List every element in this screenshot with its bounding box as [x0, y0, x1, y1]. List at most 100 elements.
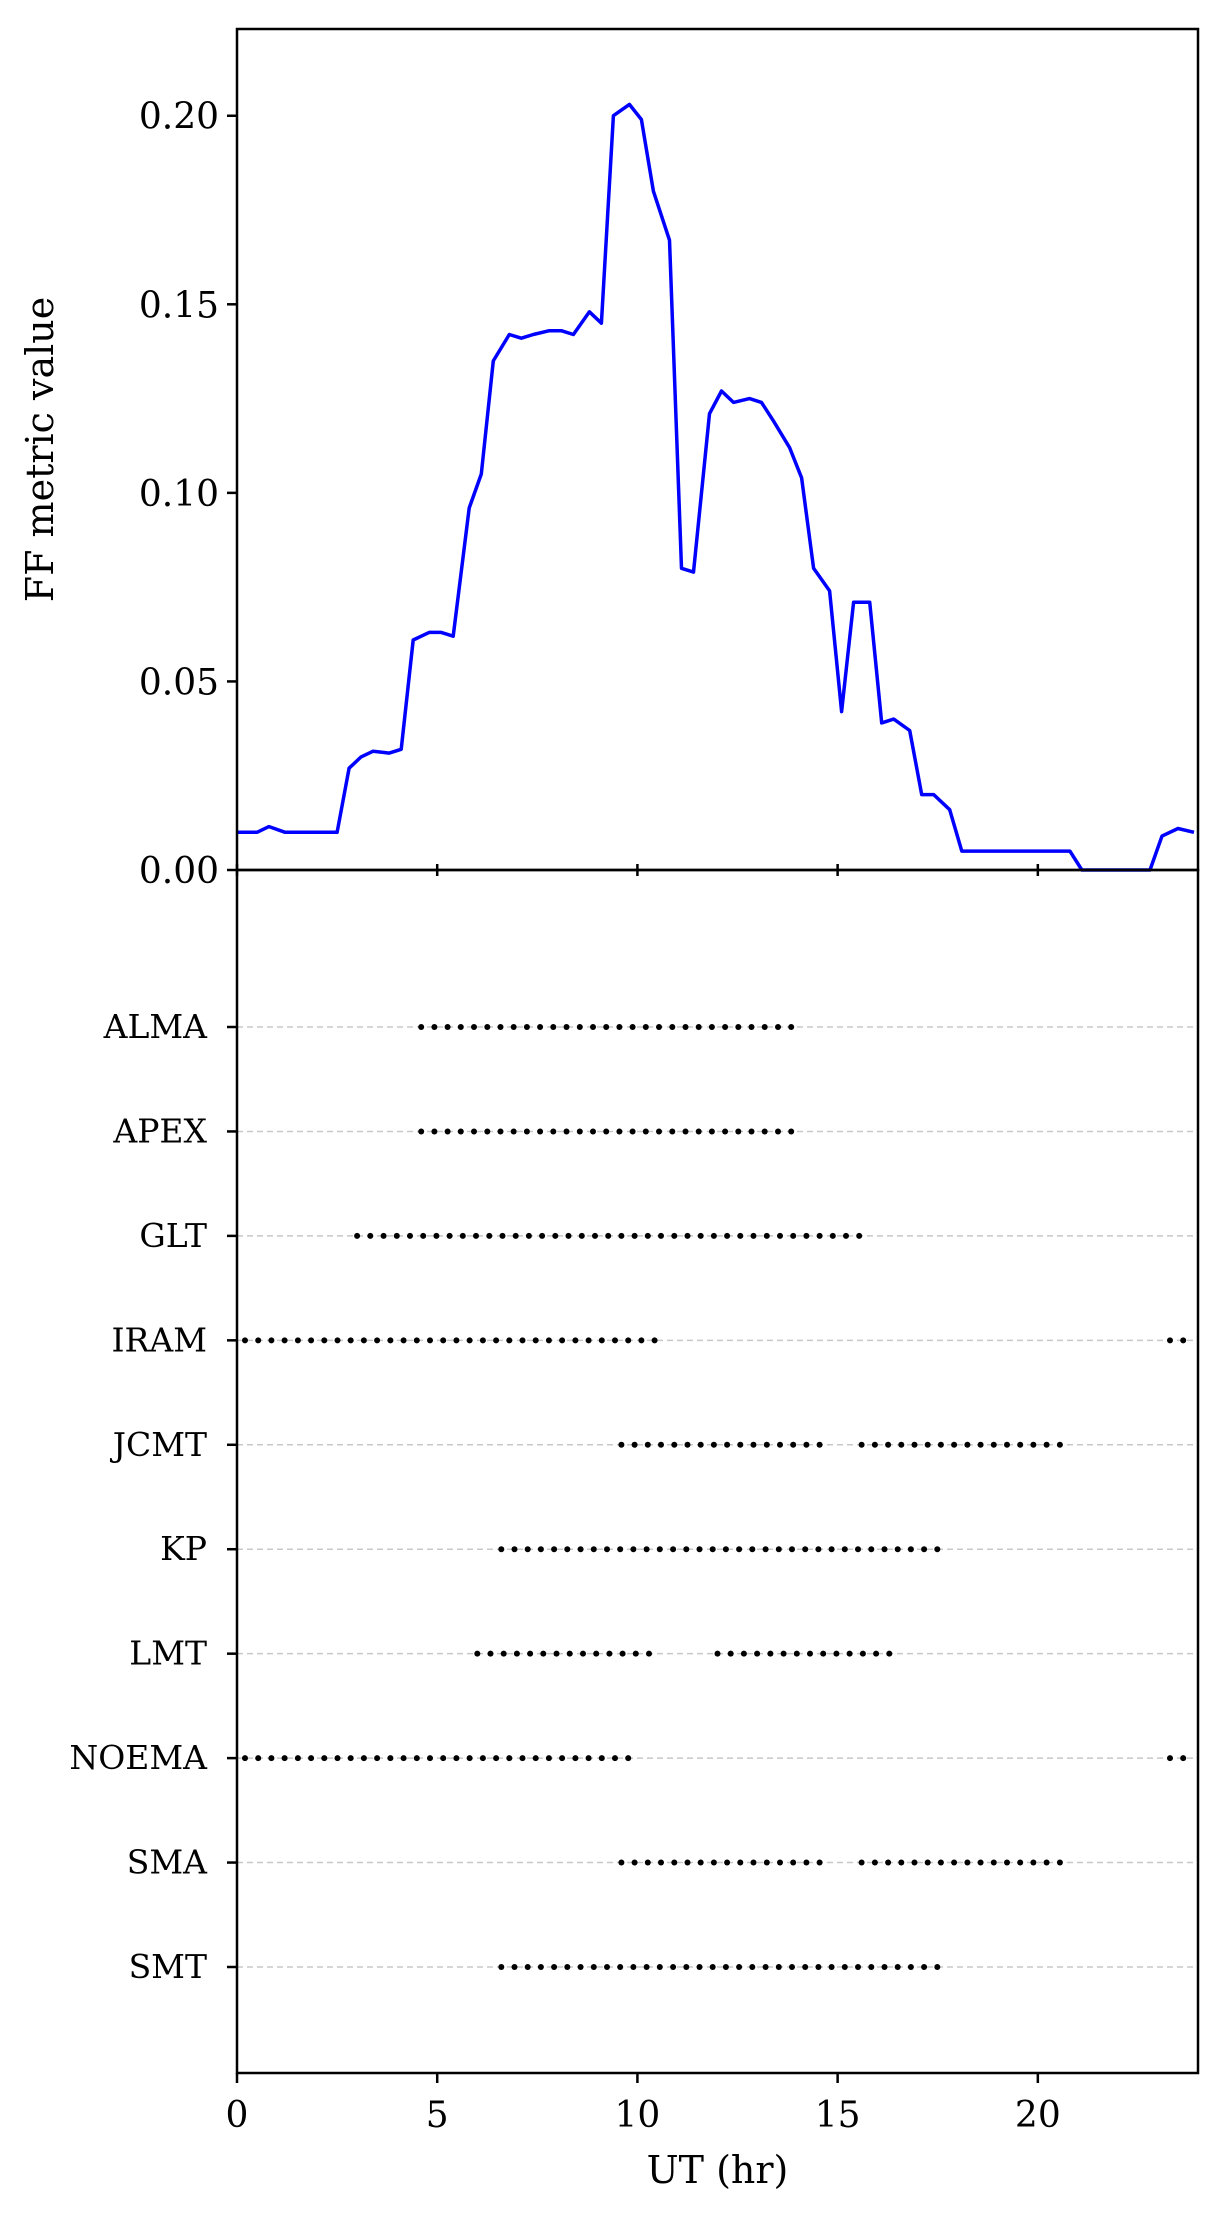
station-dot-lmt	[846, 1650, 853, 1657]
station-dot-glt	[724, 1232, 731, 1239]
station-dot-apex	[497, 1128, 504, 1135]
station-dot-jcmt	[750, 1441, 757, 1448]
station-dot-kp	[762, 1546, 769, 1553]
station-dot-lmt	[593, 1650, 600, 1657]
station-dot-smt	[604, 1964, 610, 1970]
station-dot-kp	[894, 1546, 901, 1553]
station-dot-glt	[644, 1232, 651, 1239]
station-dot-glt	[525, 1232, 532, 1239]
station-dot-jcmt	[1056, 1441, 1063, 1448]
station-dot-smt	[775, 1964, 782, 1970]
station-dot-alma	[457, 1024, 464, 1030]
station-dot-glt	[512, 1232, 519, 1239]
station-dot-sma	[990, 1859, 997, 1866]
station-dot-noema	[255, 1755, 262, 1762]
station-dot-smt	[855, 1964, 861, 1970]
station-dot-apex	[656, 1128, 662, 1135]
station-dot-jcmt	[724, 1441, 731, 1448]
station-dot-lmt	[619, 1650, 626, 1657]
station-dot-jcmt	[990, 1441, 997, 1448]
station-dot-apex	[603, 1128, 610, 1135]
station-dot-sma	[858, 1859, 865, 1866]
station-dot-glt	[684, 1232, 691, 1239]
station-dot-sma	[644, 1859, 651, 1866]
station-dot-apex	[748, 1128, 755, 1135]
station-dot-apex	[708, 1128, 715, 1135]
x-tick-label: 20	[1015, 2095, 1061, 2136]
station-dot-glt	[737, 1232, 744, 1239]
station-dot-jcmt	[951, 1441, 958, 1448]
station-dot-glt	[407, 1232, 413, 1239]
station-dot-apex	[642, 1128, 649, 1135]
station-dot-noema	[585, 1755, 592, 1762]
station-dot-glt	[658, 1232, 664, 1239]
station-dot-sma	[658, 1859, 664, 1866]
station-dot-noema	[334, 1755, 341, 1762]
station-dot-lmt	[859, 1650, 866, 1657]
station-dot-sma	[671, 1859, 678, 1866]
station-dot-noema	[387, 1755, 394, 1762]
station-dot-sma	[951, 1859, 958, 1866]
station-dot-iram	[559, 1337, 566, 1344]
station-dot-iram	[479, 1337, 486, 1344]
station-dot-jcmt	[977, 1441, 984, 1448]
station-dot-smt	[921, 1964, 928, 1970]
station-dot-lmt	[793, 1650, 800, 1657]
station-dot-smt	[537, 1964, 544, 1970]
station-dot-glt	[790, 1232, 797, 1239]
station-dot-kp	[537, 1546, 544, 1553]
station-dot-alma	[629, 1024, 636, 1030]
y-axis-ticks: 0.00 0.05 0.10 0.15 0.20	[139, 97, 237, 892]
station-dot-lmt	[714, 1650, 721, 1657]
station-dot-alma	[418, 1024, 425, 1030]
station-dot-alma	[642, 1024, 649, 1030]
station-dot-iram	[1180, 1337, 1187, 1344]
station-dot-alma	[431, 1024, 438, 1030]
station-dot-smt	[683, 1964, 690, 1970]
station-dot-sma	[763, 1859, 770, 1866]
station-dot-kp	[643, 1546, 650, 1553]
station-dot-smt	[762, 1964, 769, 1970]
station-dot-smt	[881, 1964, 888, 1970]
station-dot-apex	[682, 1128, 689, 1135]
station-dot-noema	[400, 1755, 407, 1762]
station-dot-apex	[537, 1128, 544, 1135]
station-schedule-panel: ALMA APEX GLT IRAM JCMT KP LMT NOEMA SMA SMT 0 5 10…	[69, 864, 1200, 2192]
station-dot-smt	[802, 1964, 809, 1970]
station-label-noema: NOEMA	[69, 1738, 208, 1777]
station-dot-glt	[539, 1232, 546, 1239]
station-dot-jcmt	[803, 1441, 810, 1448]
station-dot-iram	[281, 1337, 288, 1344]
station-dot-jcmt	[871, 1441, 878, 1448]
x-tick-label: 15	[815, 2095, 861, 2136]
station-dot-noema	[427, 1755, 433, 1762]
station-dot-iram	[651, 1337, 658, 1344]
station-dot-jcmt	[777, 1441, 783, 1448]
station-dot-glt	[671, 1232, 678, 1239]
station-dot-sma	[885, 1859, 892, 1866]
station-dot-apex	[484, 1128, 491, 1135]
station-dot-lmt	[820, 1650, 827, 1657]
station-dot-alma	[444, 1024, 451, 1030]
station-dot-kp	[656, 1546, 663, 1553]
station-dot-kp	[604, 1546, 610, 1553]
station-dot-kp	[921, 1546, 928, 1553]
station-dot-glt	[710, 1232, 717, 1239]
station-dot-apex	[418, 1128, 425, 1135]
station-dot-sma	[964, 1859, 971, 1866]
station-dot-alma	[656, 1024, 662, 1030]
station-dot-noema	[347, 1755, 354, 1762]
station-dot-iram	[413, 1337, 420, 1344]
station-dot-iram	[374, 1337, 381, 1344]
station-label-alma: ALMA	[103, 1007, 209, 1046]
station-dot-sma	[924, 1859, 931, 1866]
station-dot-noema	[1180, 1755, 1187, 1762]
station-labels: ALMA APEX GLT IRAM JCMT KP LMT NOEMA SMA SMT	[69, 1007, 237, 1986]
station-dot-smt	[564, 1964, 571, 1970]
station-dot-jcmt	[937, 1441, 944, 1448]
station-dot-alma	[722, 1024, 729, 1030]
y-tick-label: 0.15	[139, 285, 219, 326]
station-dot-smt	[511, 1964, 518, 1970]
station-dot-sma	[618, 1859, 625, 1866]
station-dot-kp	[815, 1546, 822, 1553]
